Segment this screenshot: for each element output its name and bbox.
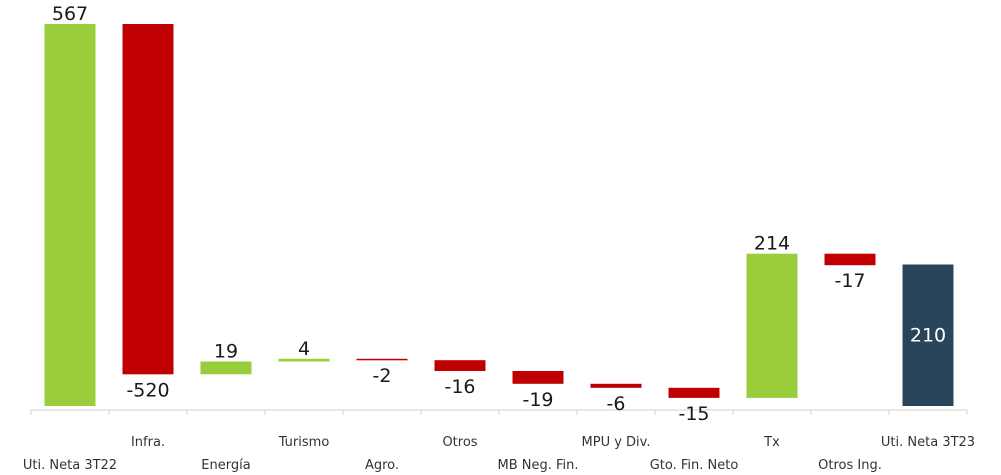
bar-mpu-y-div — [590, 383, 642, 388]
category-label-mpu-y-div: MPU y Div. — [582, 435, 651, 450]
value-label-mb-neg-fin: -19 — [522, 389, 553, 411]
bar-uti-neta-3t23 — [902, 264, 954, 406]
bar-gto-fin-neto — [668, 387, 720, 398]
bars-layer — [44, 24, 954, 406]
x-axis — [30, 409, 968, 415]
value-label-otros: -16 — [444, 376, 475, 398]
bar-infra — [122, 24, 174, 375]
value-label-agro: -2 — [373, 365, 392, 387]
value-label-turismo: 4 — [298, 338, 310, 360]
category-label-uti-neta-3t22: Uti. Neta 3T22 — [23, 458, 117, 473]
category-label-turismo: Turismo — [278, 435, 330, 450]
bar-agro — [356, 358, 408, 361]
value-labels-layer: 567 -520 19 4 -2 -16 -19 -6 -15 214 -17 210 — [52, 3, 946, 425]
value-label-uti-neta-3t22: 567 — [52, 3, 88, 25]
category-labels-layer: Uti. Neta 3T22 Infra. Energía Turismo Agro. O… — [23, 435, 975, 473]
category-label-mb-neg-fin: MB Neg. Fin. — [497, 458, 578, 473]
value-label-gto-fin-neto: -15 — [678, 403, 709, 425]
category-label-otros: Otros — [442, 435, 477, 450]
category-label-agro: Agro. — [365, 458, 399, 473]
category-label-infra: Infra. — [131, 435, 165, 450]
bar-uti-neta-3t22 — [44, 24, 96, 406]
category-label-gto-fin-neto: Gto. Fin. Neto — [650, 458, 739, 473]
category-label-uti-neta-3t23: Uti. Neta 3T23 — [881, 435, 975, 450]
category-label-energia: Energía — [201, 458, 250, 473]
value-label-mpu-y-div: -6 — [607, 393, 626, 415]
bar-otros-ing — [824, 253, 876, 266]
bar-otros — [434, 360, 486, 371]
category-label-tx: Tx — [763, 435, 780, 450]
bar-turismo — [278, 358, 330, 362]
value-label-uti-neta-3t23: 210 — [910, 324, 946, 346]
bar-mb-neg-fin — [512, 371, 564, 384]
bar-energia — [200, 361, 252, 375]
bar-tx — [746, 253, 798, 398]
value-label-otros-ing: -17 — [834, 270, 865, 292]
category-label-otros-ing: Otros Ing. — [818, 458, 882, 473]
value-label-energia: 19 — [214, 341, 238, 363]
value-label-infra: -520 — [126, 379, 169, 401]
value-label-tx: 214 — [754, 233, 790, 255]
